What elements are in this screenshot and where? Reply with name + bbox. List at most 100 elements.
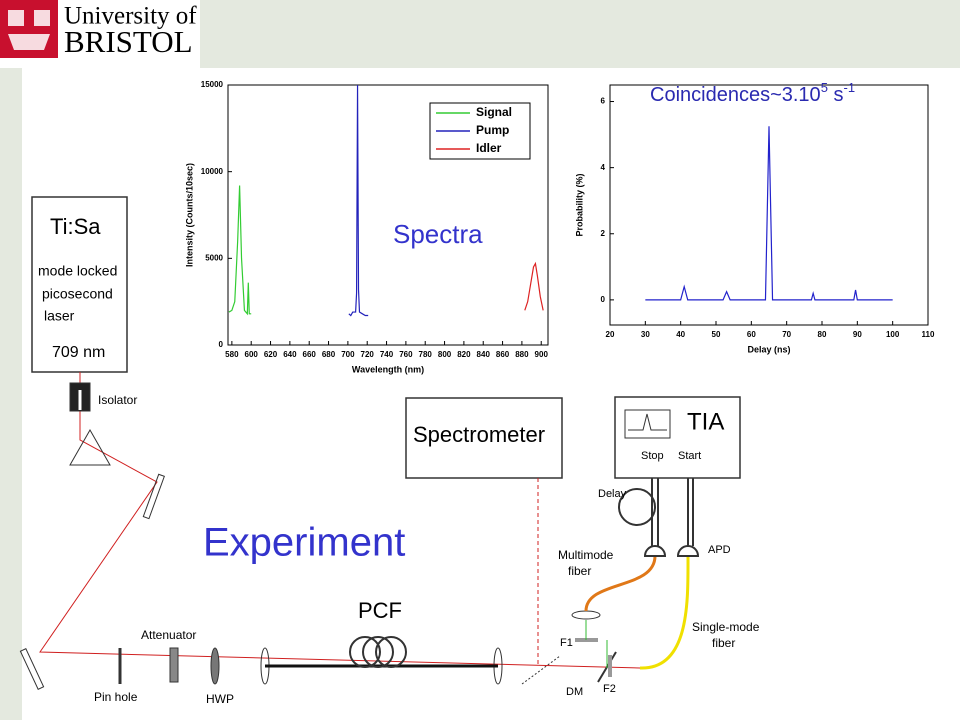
diagram-label: Spectrometer (413, 422, 545, 447)
y-tick-label: 2 (601, 229, 606, 238)
diagram-label: PCF (358, 598, 402, 623)
x-tick-label: 40 (676, 330, 685, 339)
diagram-label: Delay (598, 488, 627, 500)
coil (375, 636, 407, 668)
x-axis-label: Delay (ns) (747, 344, 790, 354)
x-tick-label: 860 (496, 350, 510, 359)
x-tick-label: 580 (225, 350, 239, 359)
tia-box (614, 396, 741, 479)
diagram-label: fiber (568, 564, 591, 578)
sm-fiber (639, 555, 690, 670)
y-tick-label: 0 (219, 340, 224, 349)
laser-text: laser (44, 308, 75, 324)
top-band (200, 0, 960, 68)
legend-label: Signal (476, 105, 512, 119)
y-tick-label: 6 (601, 97, 606, 106)
x-axis-label: Wavelength (nm) (352, 364, 424, 374)
y-axis-label: Intensity (Counts/10sec) (184, 163, 194, 267)
x-tick-label: 680 (322, 350, 336, 359)
y-tick-label: 4 (601, 163, 606, 172)
logo-line1: University of (64, 3, 197, 30)
x-tick-label: 20 (606, 330, 615, 339)
cables (651, 478, 694, 546)
green-beam (585, 620, 608, 668)
attenuator (169, 647, 179, 683)
line (228, 185, 252, 316)
chart-title: Coincidences~3.105 s-1 (650, 80, 855, 106)
prism (69, 428, 111, 466)
x-tick-label: 640 (283, 350, 297, 359)
tia-screen (624, 409, 671, 439)
diagram-label: Stop (641, 450, 664, 462)
diagram-label: Attenuator (141, 628, 196, 642)
diagram-label: Single-mode (692, 620, 760, 634)
diagram-label: fiber (712, 636, 735, 650)
x-tick-label: 740 (380, 350, 394, 359)
title-part: 5 (821, 80, 828, 95)
tia-pulse (628, 413, 667, 431)
x-tick-label: 900 (535, 350, 549, 359)
x-tick-label: 100 (886, 330, 900, 339)
legend-label: Idler (476, 141, 502, 155)
plot-frame (227, 84, 549, 346)
laser-text: 709 nm (52, 344, 105, 361)
laser-text: picosecond (42, 286, 113, 302)
y-tick-label: 15000 (201, 80, 224, 89)
x-tick-label: 840 (477, 350, 491, 359)
x-tick-label: 880 (515, 350, 529, 359)
x-tick-label: 60 (747, 330, 756, 339)
x-tick-label: 700 (341, 350, 355, 359)
title-part: Coincidences~3.10 (650, 84, 821, 106)
y-tick-label: 0 (601, 295, 606, 304)
diagram-label: DM (566, 686, 583, 698)
diagram-label: Pin hole (94, 690, 138, 704)
delay-loop (618, 488, 656, 526)
line (348, 84, 369, 317)
apd (643, 545, 700, 557)
diagram-label: TIA (687, 408, 724, 435)
beam (39, 372, 641, 669)
coinc-panel (578, 68, 960, 398)
diagram-label: APD (708, 544, 731, 556)
diagram-label: Multimode (558, 548, 614, 562)
line (524, 261, 544, 311)
x-tick-label: 50 (712, 330, 721, 339)
x-tick-label: 90 (853, 330, 862, 339)
x-tick-label: 660 (303, 350, 317, 359)
diagram-label: Isolator (98, 393, 137, 407)
logo-line2: BRISTOL (64, 24, 193, 59)
x-tick-label: 80 (818, 330, 827, 339)
mirror (142, 473, 165, 520)
crest-detail (8, 10, 50, 50)
y-tick-label: 10000 (201, 167, 224, 176)
y-axis-label: Probability (%) (574, 173, 584, 236)
multimode-fiber (584, 555, 657, 612)
hwp (210, 647, 220, 685)
left-band (0, 68, 22, 720)
coil (362, 636, 394, 668)
line (645, 126, 893, 301)
x-tick-label: 600 (245, 350, 259, 359)
laser-text: Ti:Sa (50, 214, 101, 239)
setup (19, 196, 741, 690)
x-tick-label: 820 (457, 350, 471, 359)
x-tick-label: 30 (641, 330, 650, 339)
mirror (19, 648, 45, 690)
diagram-label: HWP (206, 692, 234, 706)
coil (349, 636, 381, 668)
diagram-label: F1 (560, 637, 573, 649)
plot-frame (609, 84, 929, 326)
x-tick-label: 620 (264, 350, 278, 359)
laser-text: mode locked (38, 263, 117, 279)
legend-label: Pump (476, 123, 509, 137)
x-tick-label: 110 (922, 330, 935, 339)
title-part: s (828, 84, 844, 106)
diagram-label: F2 (603, 683, 616, 695)
x-tick-label: 720 (361, 350, 375, 359)
spectrometer-box (405, 397, 563, 479)
diagram-label: Start (678, 450, 701, 462)
x-tick-label: 70 (782, 330, 791, 339)
x-tick-label: 780 (419, 350, 433, 359)
x-tick-label: 800 (438, 350, 452, 359)
